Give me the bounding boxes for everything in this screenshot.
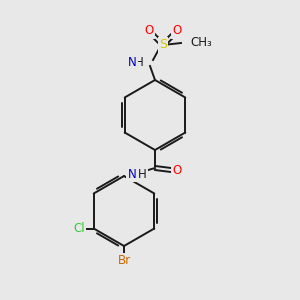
Text: H: H (138, 167, 146, 181)
Text: CH₃: CH₃ (190, 37, 212, 50)
Text: Br: Br (117, 254, 130, 268)
Text: S: S (159, 38, 167, 52)
Text: O: O (144, 25, 154, 38)
Text: N: N (128, 167, 136, 181)
Text: H: H (135, 56, 143, 68)
Text: O: O (172, 25, 182, 38)
Text: O: O (172, 164, 182, 176)
Text: N: N (128, 56, 136, 68)
Text: Cl: Cl (73, 222, 85, 235)
